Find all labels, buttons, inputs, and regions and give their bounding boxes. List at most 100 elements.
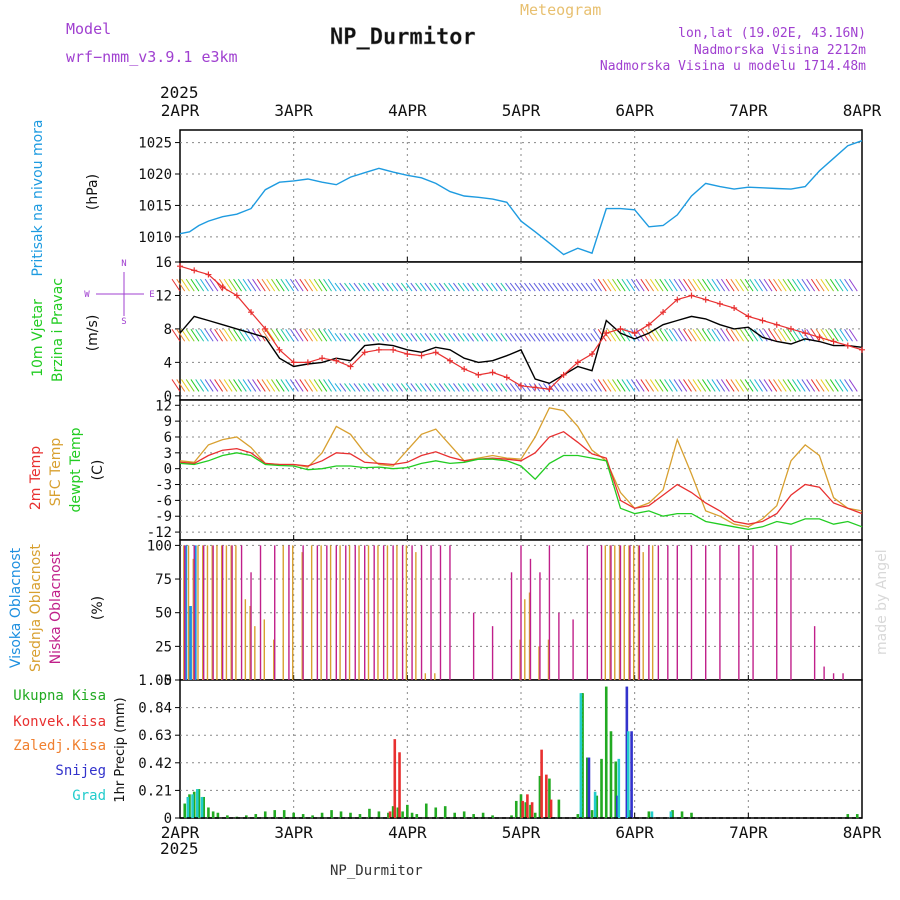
total-precip-bar <box>339 811 343 818</box>
total-precip-bar <box>387 812 390 818</box>
graupel-bar <box>617 758 621 818</box>
total-precip-bar <box>349 812 352 818</box>
wind-barb <box>195 278 205 292</box>
model-name: wrf−nmm_v3.9.1 e3km <box>66 48 238 66</box>
wind-barb <box>308 328 318 342</box>
wind-barb <box>185 278 195 292</box>
wind-barb <box>386 383 394 392</box>
time-tick-bottom: 3APR <box>274 823 313 842</box>
t2m-line <box>179 430 863 525</box>
wind-barb <box>571 383 579 392</box>
wind-barb <box>280 278 290 292</box>
wind-barb <box>471 282 479 292</box>
wind-barb <box>363 383 370 392</box>
wind-barb <box>396 282 403 292</box>
wind-barb <box>195 328 205 342</box>
gust-marker <box>489 369 496 376</box>
wind-barb <box>777 328 787 342</box>
total-precip-bar <box>576 814 580 818</box>
time-tick-bottom: 2APR <box>161 823 200 842</box>
wind-barb <box>543 282 550 292</box>
wind-barb <box>668 278 678 292</box>
wind-barb <box>834 328 844 342</box>
wind-barb <box>524 282 531 292</box>
wind-barb <box>334 332 342 342</box>
wind-barb <box>424 383 432 392</box>
time-tick-top: 6APR <box>615 101 654 120</box>
gust-marker <box>404 351 411 357</box>
wind-barb <box>524 383 531 392</box>
wind-barb <box>304 278 314 292</box>
wind-barb <box>247 328 257 342</box>
wind-barb <box>204 278 214 292</box>
total-precip-bar <box>514 800 518 818</box>
wind-barb <box>787 328 797 342</box>
wind-barb <box>233 328 242 342</box>
gust-marker <box>745 313 752 320</box>
total-precip-bar <box>462 811 466 818</box>
precip-ytick-label: 0.84 <box>138 701 172 717</box>
wind-barb <box>659 278 669 292</box>
altitude-label: Nadmorska Visina 2212m <box>694 43 866 58</box>
time-tick-top: 8APR <box>843 101 882 120</box>
wind-barb <box>396 383 403 392</box>
temperature-frame <box>179 399 863 541</box>
pressure-ylabel: Pritisak na nivou mora <box>30 119 46 276</box>
gust-marker <box>816 334 823 341</box>
total-precip-bar <box>855 814 859 818</box>
wind-barb <box>348 332 356 342</box>
wind-barb <box>538 383 546 392</box>
wind-barb <box>580 383 588 392</box>
wind-barb <box>720 328 730 342</box>
wind-barb <box>543 332 550 342</box>
wind-barb <box>561 383 569 392</box>
cloud-ytick-label: 75 <box>155 572 172 588</box>
gust-marker <box>830 338 837 345</box>
wind-barb <box>683 278 692 292</box>
wind-barb <box>200 328 209 342</box>
graupel-bar <box>669 811 673 818</box>
wind-barb <box>668 328 678 342</box>
wind-barb <box>285 379 295 392</box>
temperature-ytick-label: -9 <box>155 509 172 525</box>
gust-marker <box>560 371 567 378</box>
wind-barb <box>443 383 451 392</box>
wind-barb <box>415 282 422 292</box>
wind-barb <box>247 379 257 392</box>
wind-barb <box>209 278 219 292</box>
wind-barb <box>593 328 602 342</box>
wind-barb <box>787 278 797 292</box>
wind-barb <box>848 379 858 392</box>
wind-barb <box>256 278 266 292</box>
gust-marker <box>645 321 652 328</box>
total-precip-bar <box>301 814 305 818</box>
wind-barb <box>815 278 825 292</box>
wind-barb <box>754 379 763 392</box>
precip-legend-graupel: Grad <box>72 788 106 804</box>
gust-marker <box>688 292 695 299</box>
model-label: Model <box>66 20 111 38</box>
wind-barb <box>580 282 588 292</box>
wind-barb <box>348 383 356 392</box>
wind-barb <box>580 332 588 342</box>
wind-barb <box>294 278 304 292</box>
wind-barb <box>171 278 181 292</box>
wind-barb <box>190 278 200 292</box>
wind-barb <box>289 328 299 342</box>
wind-barb <box>353 383 361 392</box>
wind-barb <box>566 332 574 342</box>
gust-marker <box>219 284 226 291</box>
wind-barb <box>758 328 768 342</box>
wind-barb <box>405 332 413 342</box>
conv-precip-bar <box>526 794 529 818</box>
wind-barb <box>363 282 370 292</box>
temp-ylabel-3: dewpt Temp <box>68 427 84 512</box>
wind-barb <box>585 383 593 392</box>
wind-barb <box>443 282 451 292</box>
wind-barb <box>749 379 759 392</box>
wind-barb <box>176 278 186 292</box>
wind-barb <box>462 282 470 292</box>
wind-barb <box>247 278 257 292</box>
wind-barb <box>711 379 721 392</box>
